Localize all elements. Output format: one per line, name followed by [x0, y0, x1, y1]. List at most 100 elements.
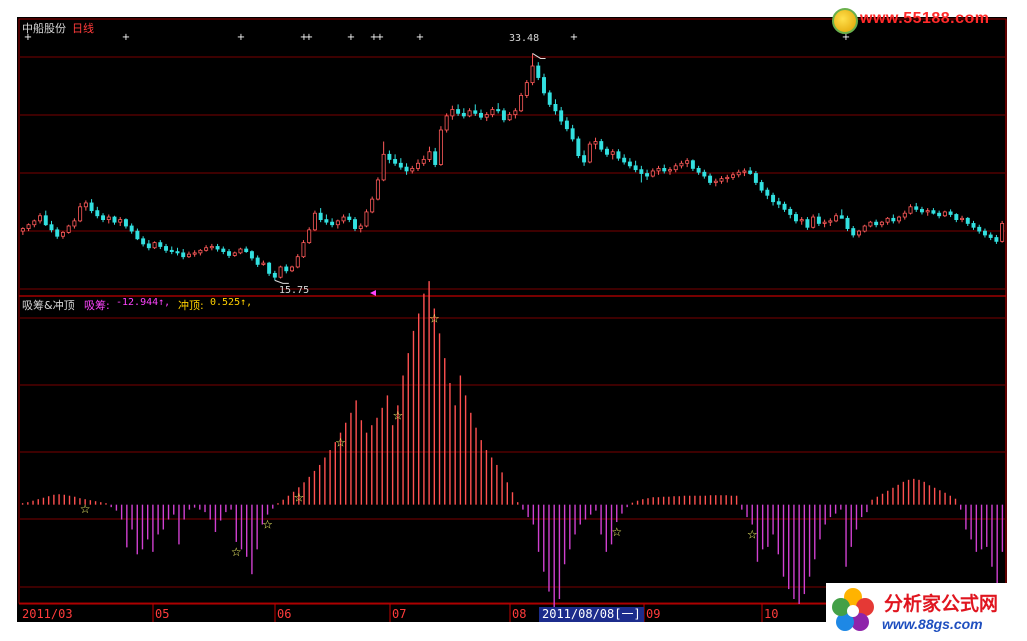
candle-body: [26, 224, 31, 229]
signal-star-icon: ☆: [611, 525, 622, 539]
candle-body: [719, 178, 724, 182]
period-label[interactable]: 日线: [72, 22, 94, 35]
candle-body: [238, 248, 243, 254]
candle-body: [192, 252, 197, 255]
top-signal-cross-icon: +: [370, 32, 378, 43]
candle-body: [169, 249, 174, 253]
candle-body: [771, 194, 776, 203]
candle-body: [221, 248, 226, 252]
candle-body: [55, 229, 60, 237]
candle-body: [204, 247, 209, 251]
indicator-name[interactable]: 吸筹&冲顶: [22, 299, 75, 312]
candle-body: [20, 228, 25, 232]
candle-body: [295, 256, 300, 268]
candle-body: [902, 212, 907, 218]
bottom-watermark-title: 分析家公式网: [884, 594, 999, 615]
candle-body: [444, 115, 449, 131]
candle-body: [553, 104, 558, 112]
chart-panel[interactable]: [17, 17, 1007, 622]
candle-body: [181, 252, 186, 258]
candle-body: [679, 162, 684, 167]
candle-body: [891, 217, 896, 222]
candle-body: [301, 242, 306, 258]
candle-body: [232, 252, 237, 256]
top-signal-cross-icon: +: [237, 32, 245, 43]
candle-body: [307, 229, 312, 244]
candle-body: [834, 215, 839, 222]
candle-body: [78, 206, 83, 222]
candle-body: [129, 225, 134, 232]
candle-body: [610, 151, 615, 155]
candle-body: [633, 165, 638, 171]
candle-body: [828, 220, 833, 223]
candle-body: [570, 128, 575, 140]
candle-body: [433, 151, 438, 165]
candle-body: [450, 109, 455, 117]
candle-body: [272, 272, 277, 278]
candle-body: [593, 141, 598, 145]
candle-body: [937, 212, 942, 217]
candle-body: [267, 262, 272, 274]
candle-body: [507, 114, 512, 121]
cursor-arrow-icon: [370, 290, 376, 296]
candle-body: [106, 216, 111, 220]
candle-body: [587, 143, 592, 163]
candle-body: [811, 216, 816, 228]
candle-body: [874, 221, 879, 226]
candle-body: [123, 219, 128, 227]
top-signal-cross-icon: +: [300, 32, 308, 43]
candle-body: [284, 266, 289, 272]
candle-body: [60, 231, 65, 237]
top-signal-cross-icon: +: [122, 32, 130, 43]
candle-body: [696, 167, 701, 173]
candle-body: [135, 230, 140, 240]
candle-body: [931, 210, 936, 214]
candle-body: [582, 155, 587, 163]
candle-body: [290, 266, 294, 272]
indicator-line1-label: 吸筹:: [84, 299, 110, 312]
candle-body: [776, 201, 781, 205]
candle-body: [965, 217, 970, 224]
candle-body: [662, 167, 667, 172]
candle-body: [186, 253, 191, 258]
site-logo-icon: [832, 8, 858, 34]
candle-body: [547, 92, 552, 105]
top-watermark-url: www.55188.com: [860, 10, 990, 27]
candle-body: [599, 141, 604, 150]
candle-body: [335, 220, 340, 226]
candle-body: [713, 180, 718, 183]
candle-body: [318, 212, 323, 220]
candle-body: [564, 120, 569, 130]
candle-body: [387, 153, 392, 160]
flower-logo-icon: [832, 588, 874, 631]
candle-body: [146, 243, 151, 249]
candle-body: [845, 217, 850, 229]
top-signal-cross-icon: +: [347, 32, 355, 43]
candle-body: [731, 174, 735, 178]
candle-body: [908, 206, 913, 214]
candle-body: [164, 246, 169, 251]
candle-body: [988, 234, 993, 238]
candle-body: [72, 220, 77, 227]
candle-body: [542, 77, 546, 94]
candle-body: [118, 219, 123, 223]
candle-body: [38, 215, 43, 222]
candle-body: [341, 216, 346, 222]
candle-body: [249, 251, 254, 259]
top-signal-cross-icon: +: [305, 32, 313, 43]
candle-body: [530, 65, 535, 84]
month-label-oct: 10: [764, 607, 779, 621]
top-watermark: www.55188.com: [832, 6, 1022, 34]
candle-body: [101, 215, 106, 220]
candle-body: [330, 221, 335, 226]
signal-star-icon: ☆: [262, 518, 273, 532]
candle-body: [175, 251, 180, 254]
candle-body: [312, 212, 317, 231]
candle-body: [261, 262, 266, 265]
candle-body: [49, 224, 54, 231]
low-price-label: 15.75: [279, 285, 310, 296]
candle-body: [95, 210, 100, 217]
candle-body: [158, 242, 163, 247]
candle-body: [799, 219, 804, 222]
